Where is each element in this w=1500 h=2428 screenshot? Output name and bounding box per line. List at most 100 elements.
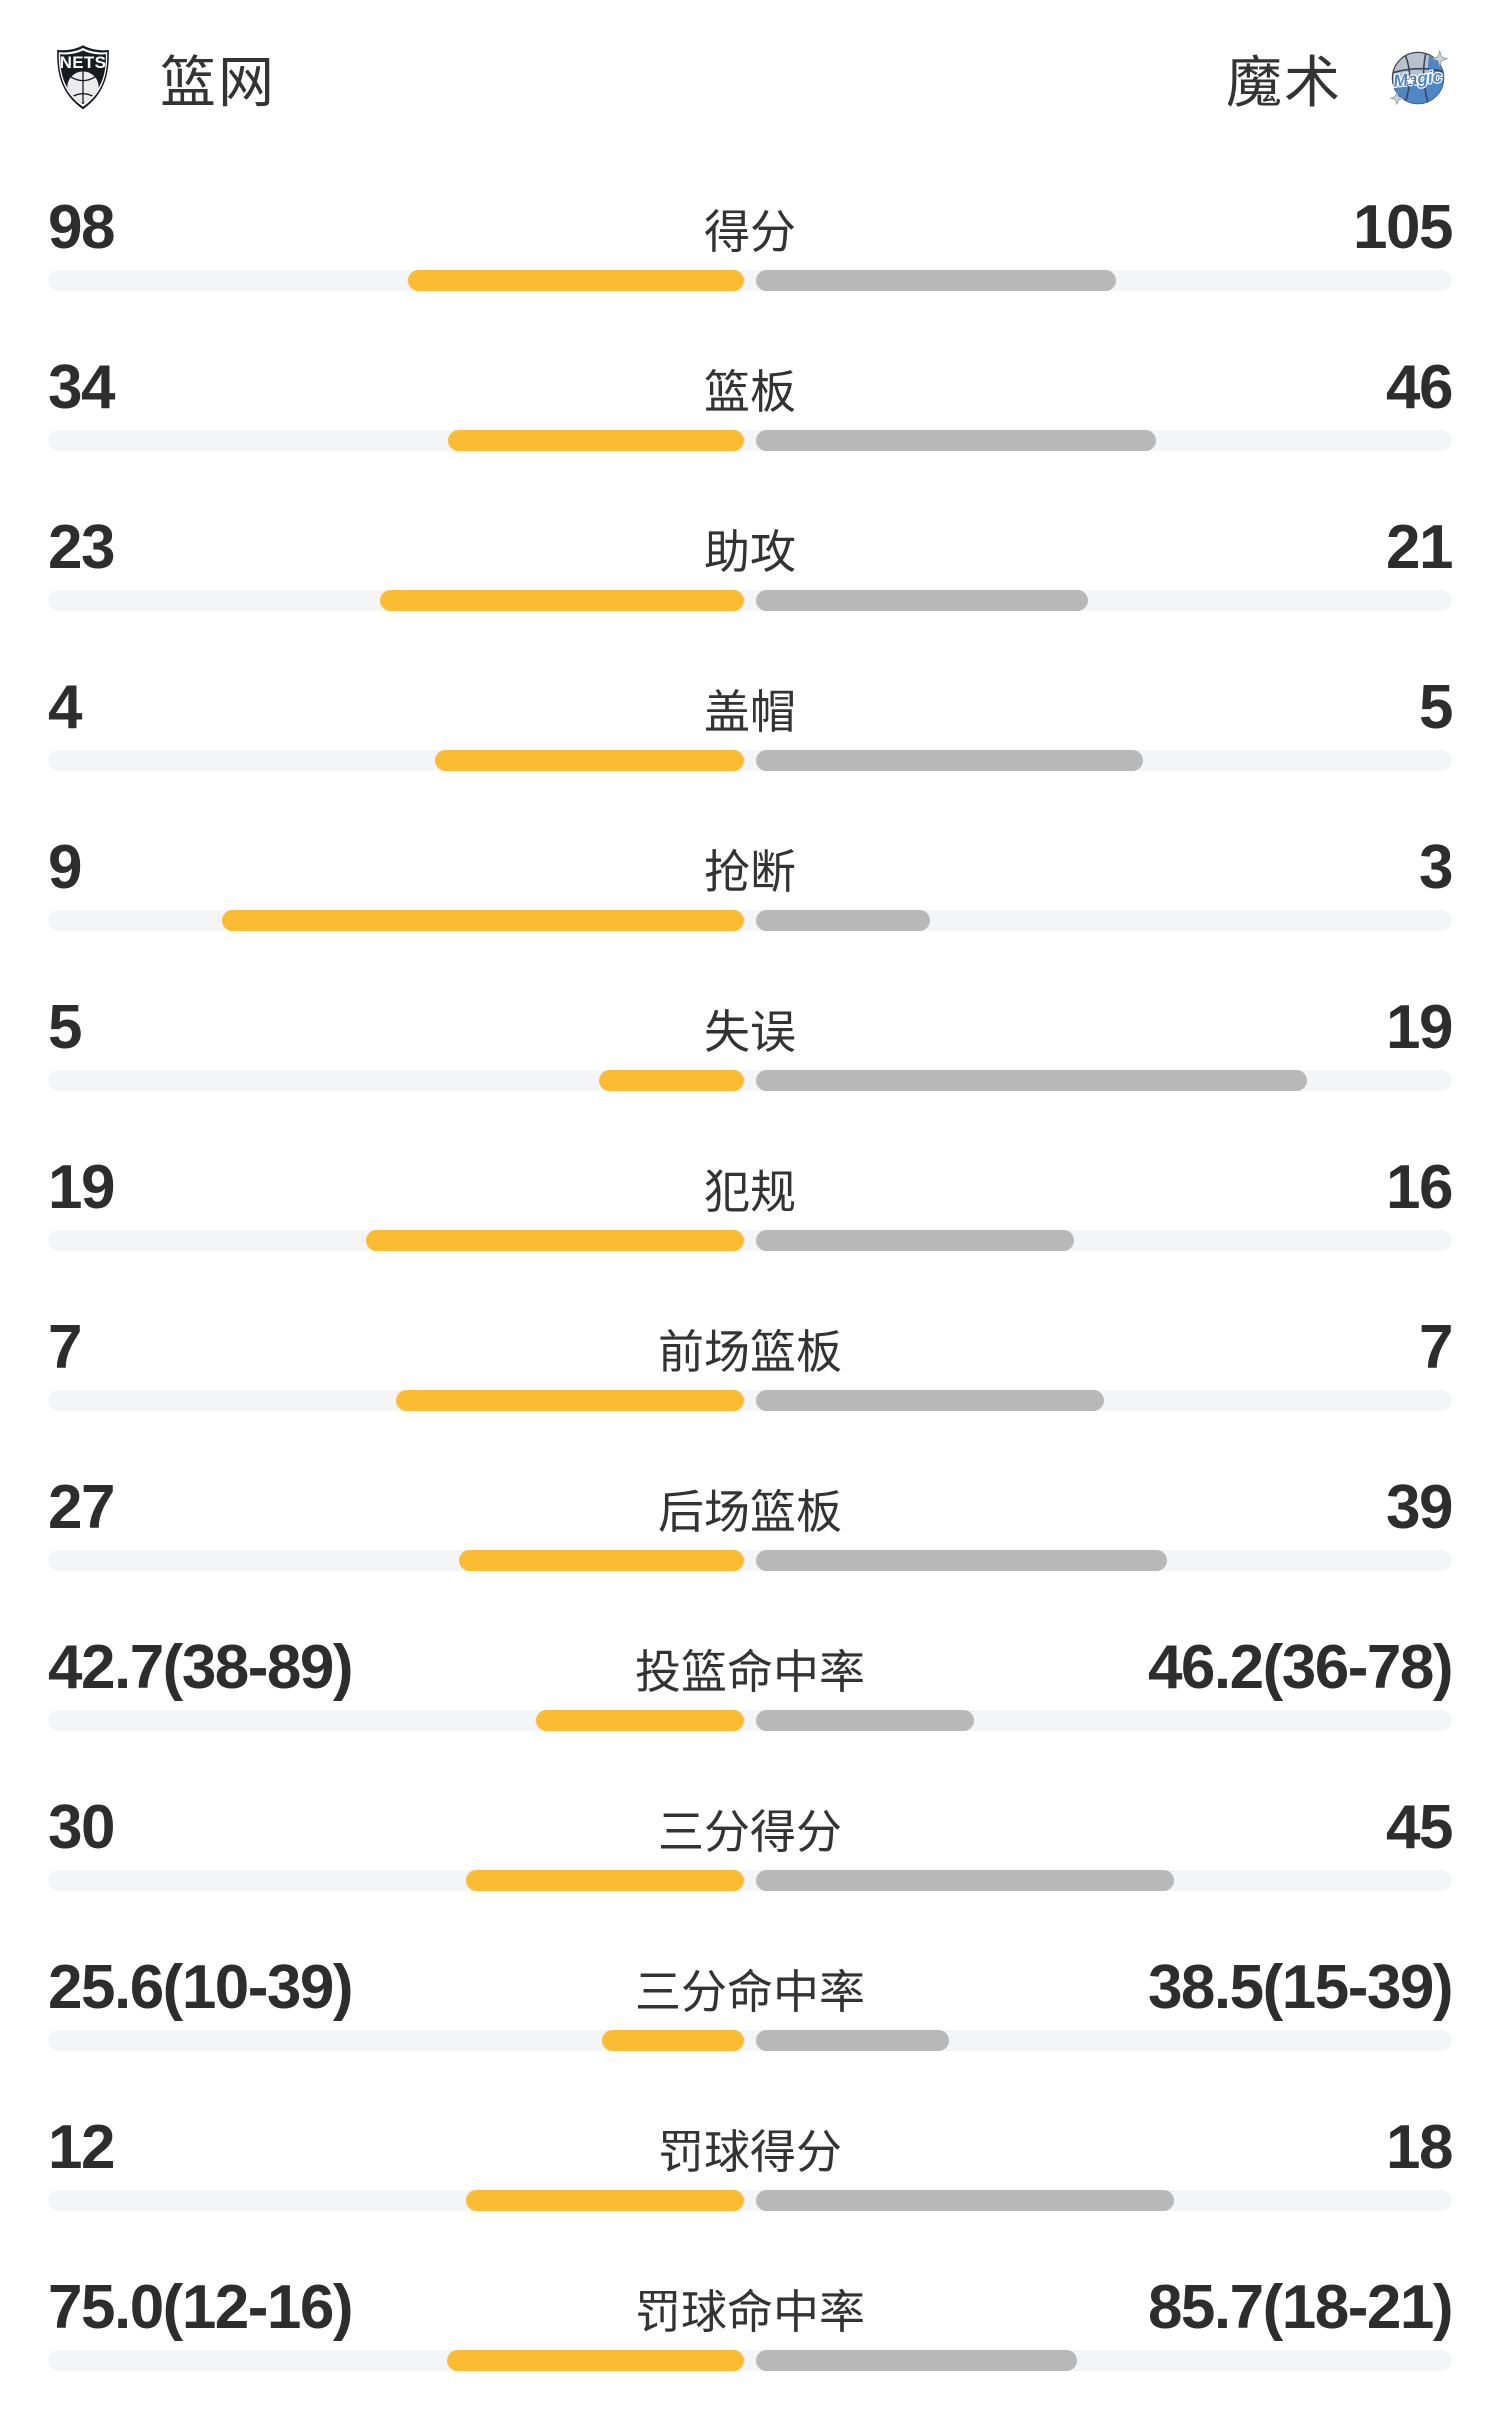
home-value: 27 <box>48 1473 115 1542</box>
stat-row: 98 得分 105 <box>48 188 1453 348</box>
bar-track <box>48 2030 1452 2051</box>
home-value: 4 <box>48 673 82 742</box>
bar-track <box>48 590 1452 611</box>
stat-row: 5 失误 19 <box>48 988 1453 1148</box>
stat-label: 犯规 <box>704 1166 796 1218</box>
away-bar <box>756 1070 1307 1091</box>
away-bar <box>756 1550 1167 1571</box>
away-value: 85.7(18-21) <box>1147 2273 1454 2342</box>
away-team-header: 魔术 Magic <box>1226 38 1450 119</box>
home-value: 12 <box>48 2113 115 2182</box>
bar-track <box>48 1870 1452 1891</box>
away-team-name: 魔术 <box>1226 50 1342 114</box>
away-bar <box>756 1390 1104 1411</box>
away-value: 39 <box>1386 1473 1453 1542</box>
home-bar <box>466 1870 744 1891</box>
stat-row: 7 前场篮板 7 <box>48 1308 1453 1468</box>
home-bar <box>447 2350 744 2371</box>
bar-track <box>48 2350 1452 2371</box>
stats-comparison-list: 98 得分 105 34 篮板 46 23 助攻 21 4 盖帽 5 <box>48 188 1454 2428</box>
home-value: 42.7(38-89) <box>48 1633 354 1702</box>
home-value: 25.6(10-39) <box>48 1953 354 2022</box>
home-bar <box>380 590 744 611</box>
away-bar <box>756 2030 949 2051</box>
away-value: 16 <box>1386 1153 1453 1222</box>
home-value: 34 <box>48 353 115 422</box>
stat-label: 前场篮板 <box>658 1326 842 1378</box>
home-bar <box>602 2030 744 2051</box>
home-bar <box>435 750 744 771</box>
away-bar <box>756 1230 1074 1251</box>
stat-row: 30 三分得分 45 <box>48 1788 1453 1948</box>
stat-label: 罚球命中率 <box>635 2286 865 2338</box>
stat-row: 27 后场篮板 39 <box>48 1468 1453 1628</box>
stat-row: 42.7(38-89) 投篮命中率 46.2(36-78) <box>48 1628 1454 1788</box>
away-value: 3 <box>1419 833 1453 902</box>
stat-row: 4 盖帽 5 <box>48 668 1453 828</box>
away-value: 38.5(15-39) <box>1147 1953 1454 2022</box>
home-value: 9 <box>48 833 82 902</box>
magic-logo-icon: Magic <box>1389 49 1449 106</box>
away-bar <box>756 2350 1077 2371</box>
bar-track <box>48 430 1452 451</box>
bar-track <box>48 1710 1452 1731</box>
away-value: 7 <box>1419 1313 1453 1382</box>
home-bar <box>536 1710 744 1731</box>
home-team-header: NETS 篮网 <box>50 38 276 119</box>
home-team-name: 篮网 <box>160 50 276 114</box>
bar-track <box>48 2190 1452 2211</box>
svg-text:NETS: NETS <box>60 53 107 72</box>
away-value: 18 <box>1386 2113 1453 2182</box>
bar-track <box>48 750 1452 771</box>
stat-row: 25.6(10-39) 三分命中率 38.5(15-39) <box>48 1948 1454 2108</box>
home-value: 23 <box>48 513 115 582</box>
stat-label: 三分命中率 <box>635 1966 865 2018</box>
away-value: 46.2(36-78) <box>1147 1633 1454 1702</box>
home-bar <box>222 910 744 931</box>
home-bar <box>459 1550 744 1571</box>
stat-label: 篮板 <box>704 366 796 418</box>
bar-track <box>48 270 1452 291</box>
home-bar <box>408 270 744 291</box>
bar-track <box>48 1550 1452 1571</box>
stat-label: 失误 <box>704 1006 796 1058</box>
away-bar <box>756 2190 1174 2211</box>
away-bar <box>756 590 1088 611</box>
away-value: 105 <box>1353 193 1453 262</box>
home-bar <box>599 1070 744 1091</box>
away-bar <box>756 750 1143 771</box>
stat-label: 投篮命中率 <box>635 1646 865 1698</box>
stat-row: 19 犯规 16 <box>48 1148 1453 1308</box>
home-value: 7 <box>48 1313 82 1382</box>
away-bar <box>756 430 1156 451</box>
home-value: 30 <box>48 1793 115 1862</box>
stat-label: 助攻 <box>704 526 796 578</box>
stat-row: 23 助攻 21 <box>48 508 1453 668</box>
away-value: 5 <box>1419 673 1453 742</box>
away-value: 19 <box>1386 993 1453 1062</box>
home-bar <box>448 430 744 451</box>
stat-label: 后场篮板 <box>658 1486 842 1538</box>
match-header: NETS 篮网 魔术 Magic <box>50 40 1450 116</box>
stat-label: 罚球得分 <box>658 2126 842 2178</box>
stat-row: 75.0(12-16) 罚球命中率 85.7(18-21) <box>48 2268 1454 2428</box>
away-bar <box>756 910 930 931</box>
home-value: 75.0(12-16) <box>48 2273 354 2342</box>
home-value: 5 <box>48 993 82 1062</box>
stat-row: 34 篮板 46 <box>48 348 1453 508</box>
stat-label: 抢断 <box>704 846 796 898</box>
home-bar <box>366 1230 744 1251</box>
bar-track <box>48 1390 1452 1411</box>
stat-row: 9 抢断 3 <box>48 828 1453 988</box>
home-value: 98 <box>48 193 115 262</box>
away-value: 45 <box>1386 1793 1453 1862</box>
home-bar <box>396 1390 744 1411</box>
away-bar <box>756 270 1116 291</box>
stat-row: 12 罚球得分 18 <box>48 2108 1453 2268</box>
home-value: 19 <box>48 1153 115 1222</box>
away-value: 21 <box>1386 513 1453 582</box>
home-bar <box>466 2190 744 2211</box>
stat-label: 得分 <box>704 206 796 258</box>
stat-label: 三分得分 <box>658 1806 842 1858</box>
away-bar <box>756 1710 974 1731</box>
